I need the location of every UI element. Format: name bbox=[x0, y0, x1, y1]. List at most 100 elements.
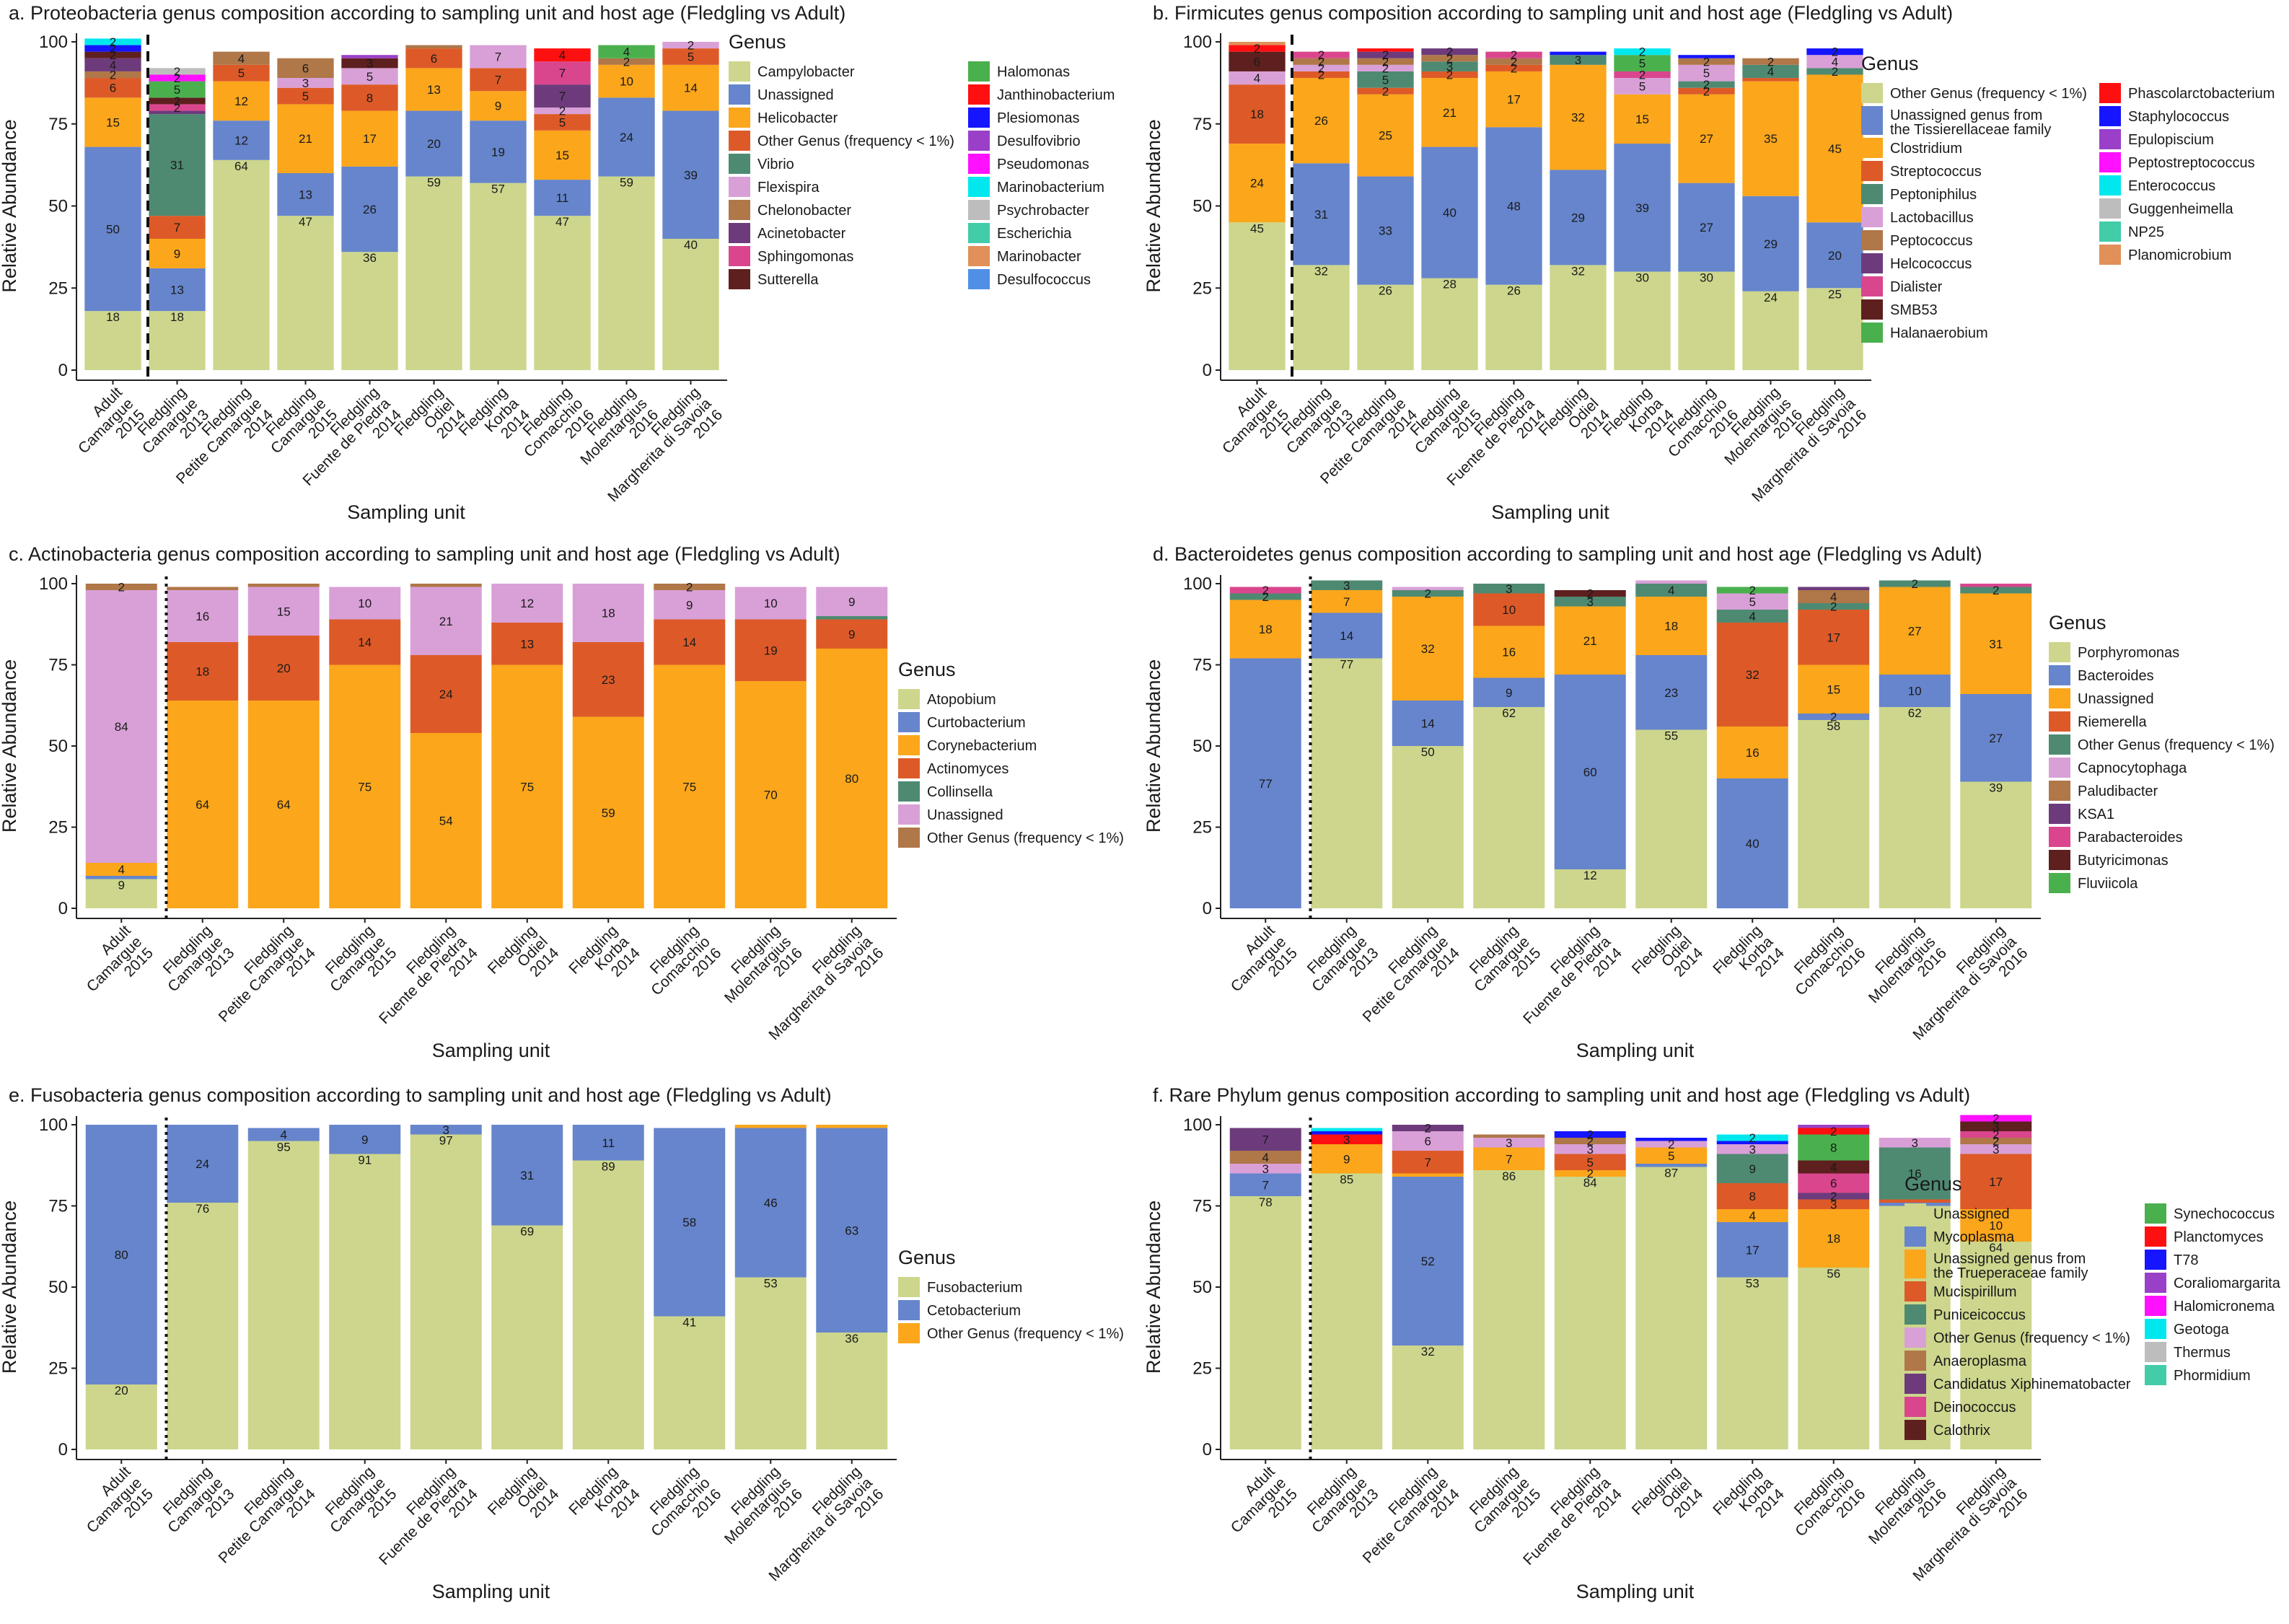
bar-segment-unassigned-genus-from-the-tissierellaceae-family bbox=[1742, 196, 1799, 291]
legend-swatch-fusobacterium bbox=[898, 1277, 920, 1297]
bar-segment-unassigned-genus-from-the-tissierellaceae-family bbox=[1357, 176, 1414, 285]
bar-segment-unassigned bbox=[410, 587, 482, 655]
bar-segment-peptococcus bbox=[1357, 58, 1414, 65]
value-label: 75 bbox=[358, 780, 372, 794]
value-label: 2 bbox=[1912, 577, 1918, 591]
y-tick-label: 50 bbox=[1192, 737, 1212, 756]
legend-swatch-planomicrobium bbox=[2099, 245, 2121, 265]
value-label: 7 bbox=[495, 73, 501, 87]
value-label: 27 bbox=[1908, 624, 1922, 638]
bar-segment-unassigned bbox=[1311, 1173, 1383, 1449]
value-label: 20 bbox=[427, 137, 441, 151]
panel-f: f. Rare Phylum genus composition accordi… bbox=[1143, 1084, 2281, 1602]
y-tick-label: 0 bbox=[58, 361, 68, 380]
value-label: 57 bbox=[491, 183, 505, 196]
bar-segment-campylobacter bbox=[662, 239, 719, 370]
legend-label: Chelonobacter bbox=[757, 203, 851, 219]
value-label: 28 bbox=[1443, 278, 1457, 291]
bar-segment-riemerella bbox=[1716, 623, 1788, 727]
bar-segment-sphingomonas bbox=[149, 104, 206, 111]
value-label: 12 bbox=[520, 597, 534, 610]
bar-segment-campylobacter bbox=[405, 176, 462, 371]
value-label: 16 bbox=[195, 610, 209, 623]
bar-segment-unassigned-genus-from-the-tissierellaceae-family bbox=[1550, 170, 1607, 265]
legend-swatch-unassigned bbox=[729, 84, 750, 105]
value-label: 15 bbox=[106, 115, 120, 129]
value-label: 5 bbox=[174, 83, 180, 97]
bar-segment-other-genus-frequency-1 bbox=[167, 587, 239, 590]
value-label: 76 bbox=[195, 1202, 209, 1216]
value-label: 5 bbox=[687, 50, 694, 63]
legend-swatch-helcococcus bbox=[1861, 253, 1883, 273]
value-label: 33 bbox=[1379, 224, 1392, 238]
bar-segment-unassigned bbox=[662, 110, 719, 239]
legend-label: Other Genus (frequency < 1%) bbox=[2078, 737, 2275, 753]
bar-segment-other-genus-frequency-1 bbox=[405, 48, 462, 69]
bar-segment-unassigned bbox=[1473, 1170, 1545, 1449]
value-label: 4 bbox=[118, 863, 125, 877]
legend-swatch-riemerella bbox=[2049, 711, 2070, 732]
legend-swatch-vibrio bbox=[729, 154, 750, 174]
value-label: 5 bbox=[1668, 1149, 1674, 1163]
panel-c: c. Actinobacteria genus composition acco… bbox=[0, 543, 1124, 1061]
bar-segment-other-genus-frequency-1 bbox=[1960, 1144, 2032, 1154]
legend-swatch-np25 bbox=[2099, 221, 2121, 242]
bar-segment-fusobacterium bbox=[816, 1333, 888, 1449]
legend-label: KSA1 bbox=[2078, 807, 2114, 822]
legend-swatch-curtobacterium bbox=[898, 712, 920, 732]
bar-segment-unassigned-genus-from-the-trueperaceae-family bbox=[1554, 1170, 1626, 1177]
bar-segment-unassigned bbox=[734, 587, 807, 620]
bar-segment-butyricimonas bbox=[1554, 590, 1626, 597]
legend-swatch-acinetobacter bbox=[729, 223, 750, 243]
legend-label: the Tissierellaceae family bbox=[1890, 122, 2051, 138]
value-label: 58 bbox=[682, 1216, 696, 1229]
legend-label: Mycoplasma bbox=[1933, 1229, 2015, 1245]
bar-segment-helicobacter bbox=[277, 104, 334, 173]
legend-swatch-mucispirillum bbox=[1904, 1281, 1926, 1302]
value-label: 62 bbox=[1908, 706, 1922, 720]
legend-label: Phascolarctobacterium bbox=[2128, 86, 2275, 102]
bar-segment-other-genus-frequency-1 bbox=[1678, 271, 1735, 370]
legend-label: Deinococcus bbox=[1933, 1400, 2016, 1415]
bar-segment-chelonobacter bbox=[405, 45, 462, 49]
value-label: 16 bbox=[1746, 746, 1759, 760]
legend-label: Butyricimonas bbox=[2078, 853, 2169, 869]
value-label: 40 bbox=[1443, 206, 1457, 220]
bar-segment-clostridium bbox=[1742, 81, 1799, 196]
bar-segment-unassigned bbox=[167, 590, 239, 642]
bar-segment-peptococcus bbox=[1678, 58, 1735, 65]
value-label: 16 bbox=[1502, 646, 1516, 659]
bar-segment-peptococcus bbox=[1421, 55, 1478, 62]
bar-segment-riemerella bbox=[1798, 610, 1870, 665]
value-label: 7 bbox=[1425, 1156, 1431, 1169]
legend-swatch-sphingomonas bbox=[729, 246, 750, 266]
panel-title: c. Actinobacteria genus composition acco… bbox=[9, 543, 840, 565]
legend-swatch-planctomyces bbox=[2145, 1226, 2166, 1247]
x-axis-label: Sampling unit bbox=[432, 1040, 550, 1061]
value-label: 2 bbox=[623, 55, 630, 69]
legend-label: Staphylococcus bbox=[2128, 109, 2229, 125]
bar-segment-campylobacter bbox=[534, 216, 591, 370]
bar-segment-unassigned bbox=[470, 120, 527, 183]
bar-segment-mucispirillum bbox=[1554, 1154, 1626, 1170]
legend-label: Planctomyces bbox=[2174, 1229, 2264, 1245]
bar-segment-peptoniphilus bbox=[1550, 55, 1607, 65]
bar-segment-cetobacterium bbox=[329, 1125, 401, 1154]
bar-segment-other-genus-frequency-1 bbox=[149, 216, 206, 239]
value-label: 9 bbox=[848, 628, 855, 641]
bar-segment-cetobacterium bbox=[167, 1125, 239, 1203]
value-label: 80 bbox=[845, 772, 858, 786]
bar-segment-other-genus-frequency-1 bbox=[213, 64, 270, 82]
value-label: 18 bbox=[1250, 107, 1264, 121]
legend-label: Capnocytophaga bbox=[2078, 760, 2187, 776]
value-label: 32 bbox=[1746, 668, 1759, 682]
bar-segment-corynebacterium bbox=[734, 681, 807, 908]
value-label: 3 bbox=[1993, 1120, 1999, 1133]
legend-swatch-helicobacter bbox=[729, 107, 750, 128]
legend-swatch-campylobacter bbox=[729, 61, 750, 82]
bar-segment-other-genus-frequency-1 bbox=[1614, 271, 1671, 370]
value-label: 5 bbox=[1587, 1156, 1594, 1169]
value-label: 24 bbox=[1764, 291, 1778, 304]
